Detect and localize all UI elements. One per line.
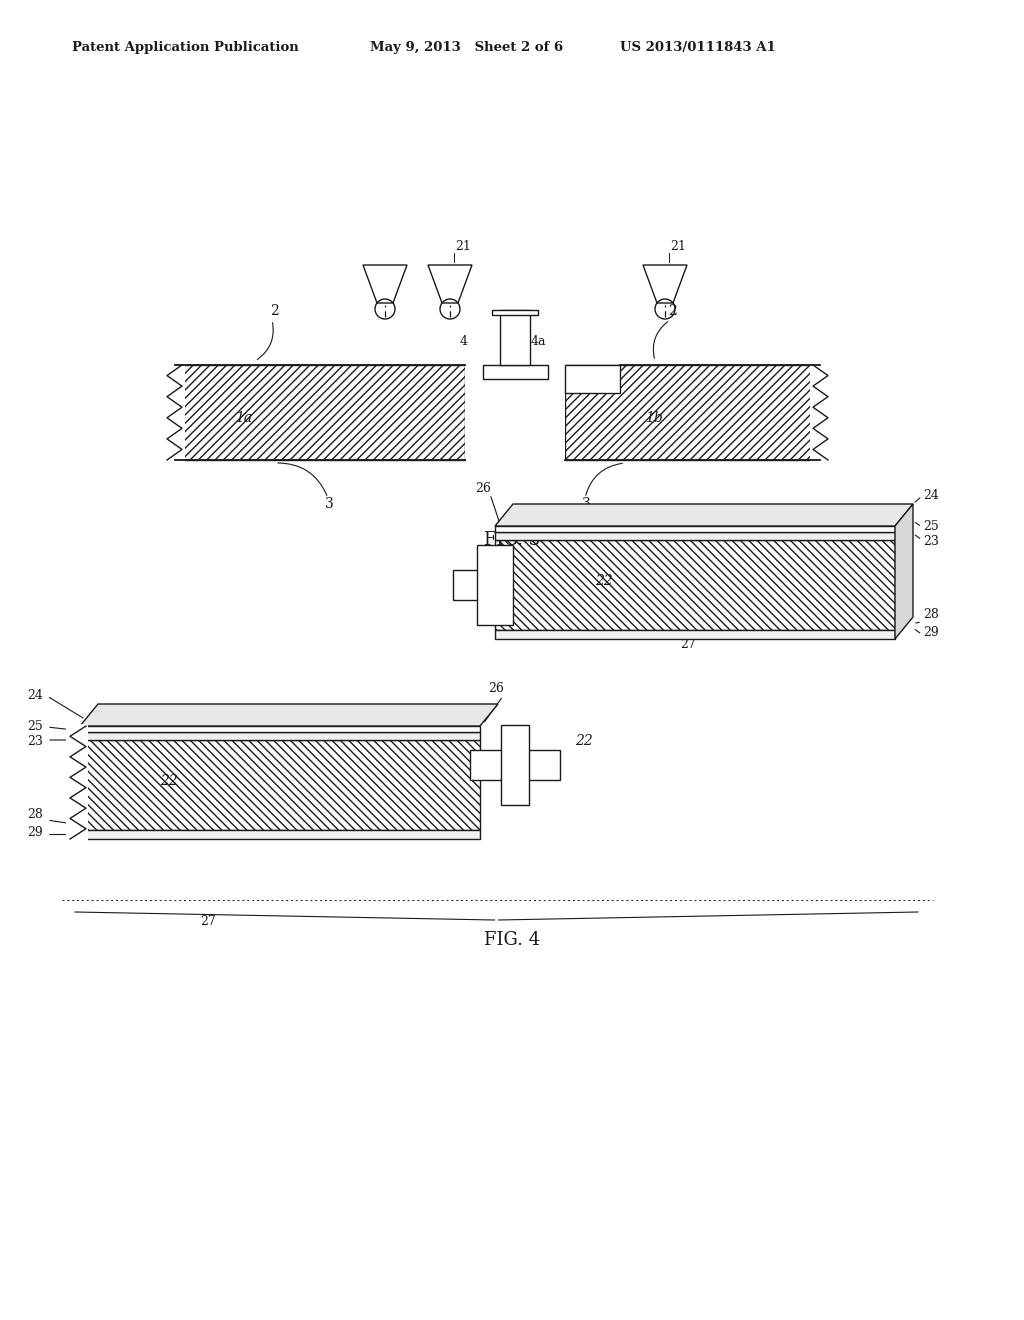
Text: Patent Application Publication: Patent Application Publication (72, 41, 299, 54)
Bar (500, 310, 530, 366)
Text: 2: 2 (668, 304, 677, 318)
Text: 4a: 4a (531, 335, 547, 348)
Text: 25: 25 (28, 719, 43, 733)
Bar (163, 363, 185, 462)
Text: 3: 3 (582, 498, 591, 511)
Text: FIG. 3: FIG. 3 (484, 531, 540, 549)
Bar (495, 630, 895, 639)
Bar (453, 570, 495, 601)
Text: FIG. 4: FIG. 4 (484, 931, 540, 949)
Bar (495, 532, 895, 540)
Text: 20: 20 (503, 766, 519, 777)
Bar (470, 750, 560, 780)
Text: 25: 25 (923, 520, 939, 533)
Text: 22: 22 (575, 734, 593, 748)
Bar (175, 366, 465, 459)
Text: 22: 22 (160, 774, 178, 788)
Text: 21: 21 (670, 240, 686, 253)
Text: 4: 4 (460, 335, 468, 348)
Text: 23: 23 (923, 535, 939, 548)
Bar (495, 540, 895, 630)
Text: 23: 23 (27, 735, 43, 748)
Text: 20: 20 (505, 335, 521, 348)
Polygon shape (643, 265, 687, 304)
Text: 29: 29 (28, 826, 43, 840)
Text: 28: 28 (923, 609, 939, 620)
Text: 28: 28 (27, 808, 43, 821)
Text: 27: 27 (680, 638, 695, 651)
Text: 26: 26 (488, 682, 504, 696)
Polygon shape (80, 704, 498, 726)
Bar (565, 366, 820, 459)
Text: 1b: 1b (645, 411, 663, 425)
Bar (482, 366, 548, 379)
Text: 22: 22 (595, 574, 612, 587)
Text: 3: 3 (325, 498, 334, 511)
Bar (565, 366, 620, 393)
Text: May 9, 2013   Sheet 2 of 6: May 9, 2013 Sheet 2 of 6 (370, 41, 563, 54)
Polygon shape (895, 504, 913, 639)
Bar (80, 726, 480, 733)
Bar (495, 525, 895, 532)
Bar (66, 723, 88, 841)
Bar (810, 363, 831, 462)
Bar (565, 366, 620, 393)
Text: 29: 29 (923, 627, 939, 639)
Text: 27: 27 (200, 915, 216, 928)
Bar (80, 830, 480, 840)
Text: 26: 26 (475, 482, 490, 495)
Text: 24: 24 (27, 689, 43, 702)
Text: US 2013/0111843 A1: US 2013/0111843 A1 (620, 41, 776, 54)
Bar (80, 733, 480, 741)
Polygon shape (362, 265, 407, 304)
Bar (477, 545, 513, 624)
Polygon shape (495, 504, 913, 525)
Bar (501, 725, 529, 805)
Text: 21: 21 (455, 240, 471, 253)
Bar (465, 366, 565, 459)
Bar (493, 310, 538, 315)
Text: 24: 24 (923, 488, 939, 502)
Polygon shape (428, 265, 472, 304)
Text: 2: 2 (270, 304, 279, 318)
Text: 1a: 1a (234, 411, 252, 425)
Bar (80, 741, 480, 830)
